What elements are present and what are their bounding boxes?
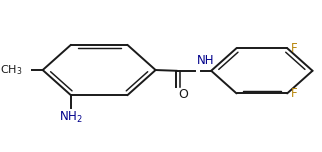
Text: NH: NH	[197, 55, 214, 67]
Text: F: F	[291, 42, 297, 55]
Text: F: F	[291, 87, 297, 100]
Text: NH$_2$: NH$_2$	[59, 109, 83, 124]
Text: CH$_3$: CH$_3$	[0, 63, 23, 77]
Text: O: O	[178, 88, 188, 101]
